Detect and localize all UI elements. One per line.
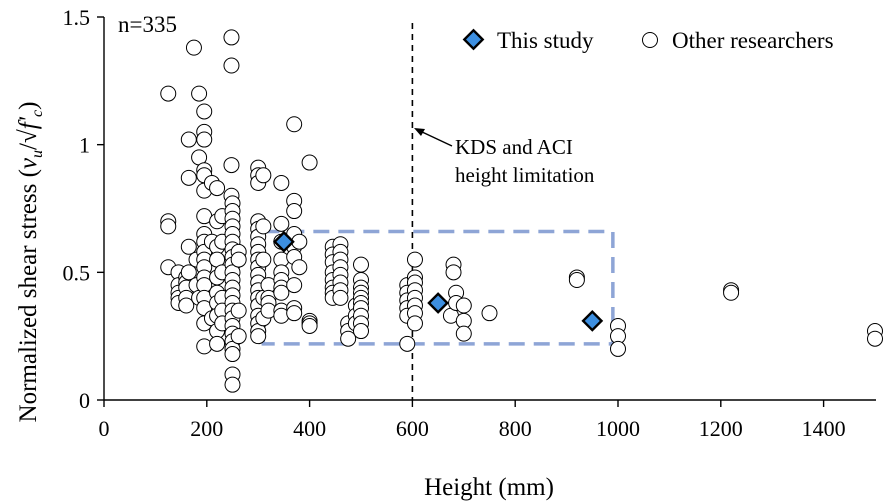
other-researchers-point: [481, 305, 498, 322]
other-researchers-point: [223, 29, 240, 46]
other-researchers-point: [180, 169, 197, 186]
other-researchers-point: [406, 251, 423, 268]
legend-marker-other-researchers: [642, 32, 658, 48]
y-tick-label: 0: [79, 388, 90, 413]
other-researchers-point: [273, 215, 290, 232]
this-study-points: [273, 230, 604, 332]
x-tick-label: 0: [99, 416, 110, 441]
other-researchers-point: [353, 323, 369, 340]
other-researchers-point: [196, 338, 213, 355]
other-researchers-point: [445, 264, 462, 281]
other-researchers-point: [255, 251, 272, 268]
limit-label-line-1: KDS and ACI: [455, 135, 573, 159]
other-researchers-point: [250, 328, 267, 345]
other-researchers-point: [196, 103, 213, 120]
other-researchers-point: [230, 328, 247, 345]
other-researchers-point: [723, 284, 740, 301]
other-researchers-point: [209, 335, 226, 352]
height-limit-annotation: KDS and ACI height limitation: [414, 128, 595, 187]
other-researchers-point: [209, 180, 226, 197]
other-researchers-point: [286, 277, 303, 294]
other-researchers-point: [255, 167, 272, 184]
y-axis-title: Normalized shear stress (vu/√f'c): [15, 102, 46, 423]
this-study-point: [581, 309, 604, 332]
x-axis-title: Height (mm): [424, 474, 554, 501]
x-tick-label: 1200: [699, 416, 743, 441]
other-researchers-point: [223, 157, 240, 174]
other-researchers-point: [224, 376, 241, 393]
x-tick-label: 800: [499, 416, 532, 441]
other-researchers-point: [230, 251, 247, 268]
other-researchers-point: [223, 57, 240, 74]
other-researchers-point: [286, 305, 303, 322]
other-researchers-points: [160, 29, 883, 393]
legend-marker-this-study: [462, 28, 485, 51]
limit-arrow-shaft: [419, 130, 453, 147]
other-researchers-point: [191, 85, 208, 102]
x-tick-label: 600: [396, 416, 429, 441]
highlight-box: [261, 229, 615, 346]
this-study-point: [273, 230, 295, 253]
sample-count-label: n=335: [118, 12, 177, 37]
x-tick-label: 200: [190, 416, 223, 441]
other-researchers-point: [180, 238, 197, 255]
other-researchers-point: [301, 154, 318, 171]
other-researchers-point: [230, 302, 247, 319]
other-researchers-point: [286, 116, 303, 133]
other-researchers-point: [273, 174, 290, 191]
limit-arrowhead: [414, 128, 425, 136]
legend: This study Other researchers: [462, 28, 834, 53]
other-researchers-point: [196, 131, 213, 148]
axes: 0 200 400 600 800 1000 1200 1400 0 0.5 1 1.5: [63, 5, 876, 441]
other-researchers-point: [301, 317, 318, 334]
other-researchers-point: [455, 325, 472, 342]
other-researchers-point: [255, 218, 272, 235]
other-researchers-point: [185, 39, 202, 56]
x-tick-label: 1000: [596, 416, 640, 441]
other-researchers-point: [610, 340, 626, 357]
legend-label-other-researchers: Other researchers: [672, 28, 834, 53]
other-researchers-point: [867, 330, 883, 347]
other-researchers-point: [568, 271, 585, 288]
other-researchers-point: [340, 330, 357, 347]
other-researchers-point: [224, 346, 241, 363]
other-researchers-point: [353, 256, 369, 273]
other-researchers-point: [160, 85, 177, 102]
y-tick-label: 1: [79, 133, 90, 158]
other-researchers-point: [180, 131, 197, 148]
other-researchers-point: [178, 297, 195, 314]
legend-label-this-study: This study: [497, 28, 594, 53]
other-researchers-point: [399, 335, 416, 352]
this-study-point: [427, 292, 449, 314]
plot-area: [261, 23, 615, 400]
other-researchers-point: [455, 297, 472, 314]
other-researchers-point: [332, 289, 349, 306]
x-tick-label: 1400: [802, 416, 846, 441]
other-researchers-point: [286, 203, 303, 220]
x-tick-label: 400: [293, 416, 326, 441]
limit-label-line-2: height limitation: [455, 163, 595, 187]
other-researchers-point: [273, 284, 290, 301]
y-tick-label: 0.5: [63, 260, 91, 285]
other-researchers-point: [180, 264, 197, 281]
y-tick-label: 1.5: [63, 5, 91, 30]
other-researchers-point: [291, 259, 308, 276]
other-researchers-point: [406, 315, 423, 332]
other-researchers-point: [160, 218, 177, 235]
